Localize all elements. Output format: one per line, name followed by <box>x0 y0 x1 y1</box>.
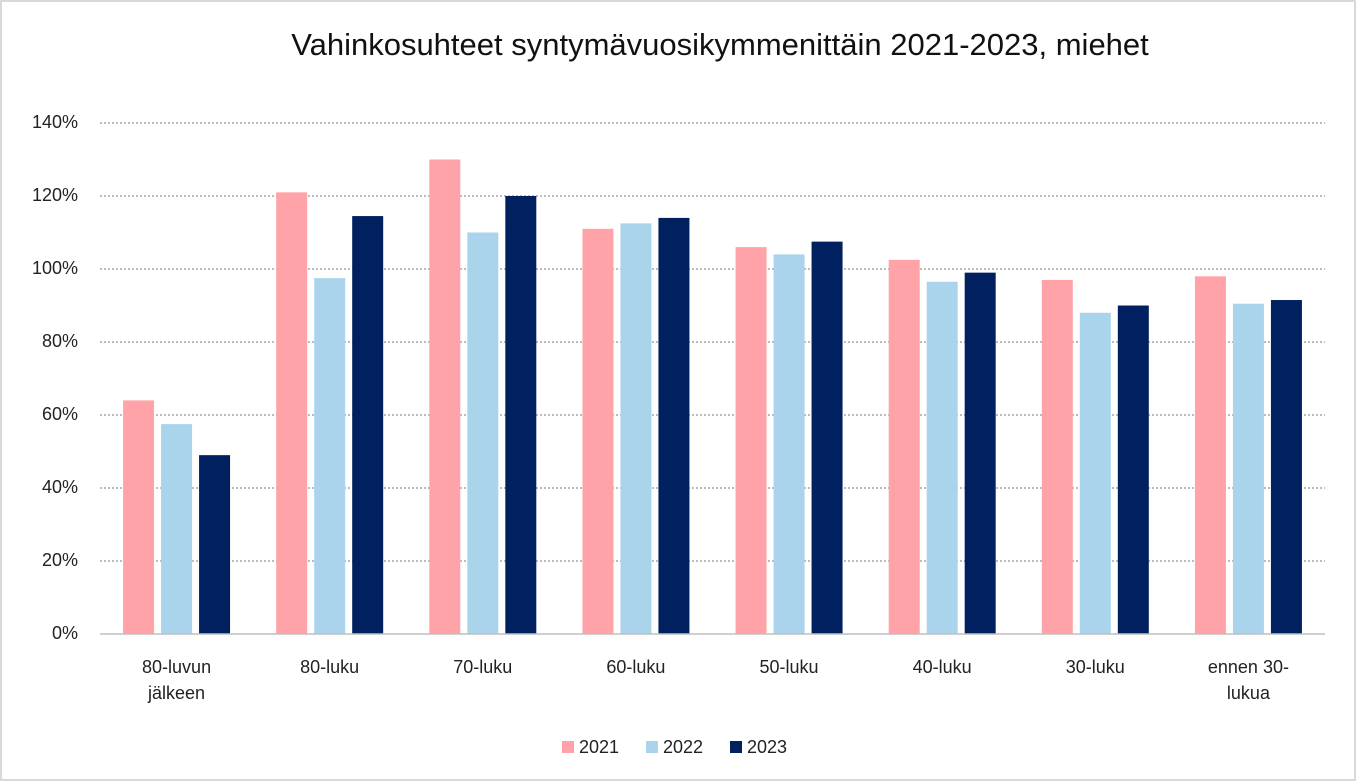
bar <box>620 223 652 634</box>
x-tick-label: 60-luku <box>606 657 666 677</box>
y-tick-label: 40% <box>42 477 78 497</box>
y-tick-label: 80% <box>42 331 78 351</box>
y-tick-label: 100% <box>32 258 78 278</box>
bar <box>1194 276 1226 634</box>
bar <box>199 455 231 634</box>
bar <box>276 192 308 634</box>
x-tick-label: 40-luku <box>912 657 972 677</box>
legend-swatch <box>730 741 742 753</box>
bar <box>1079 312 1111 634</box>
x-tick-label: 30-luku <box>1065 657 1125 677</box>
legend-swatch <box>562 741 574 753</box>
bar <box>811 241 843 634</box>
bar <box>314 278 346 634</box>
bar <box>352 216 384 634</box>
legend-label: 2021 <box>579 737 619 757</box>
bar <box>658 217 690 634</box>
bar <box>161 424 193 634</box>
bar <box>926 281 958 634</box>
x-tick-label: 50-luku <box>759 657 819 677</box>
x-tick-label: 70-luku <box>453 657 513 677</box>
y-tick-label: 0% <box>52 623 78 643</box>
bar <box>123 400 155 634</box>
bar <box>1232 303 1264 634</box>
legend-label: 2023 <box>747 737 787 757</box>
x-tick-label: 80-luku <box>300 657 360 677</box>
bar <box>1270 300 1302 634</box>
bar <box>582 228 614 634</box>
y-tick-label: 20% <box>42 550 78 570</box>
bar <box>964 272 996 634</box>
y-tick-label: 60% <box>42 404 78 424</box>
bar <box>1041 279 1073 634</box>
y-tick-label: 140% <box>32 112 78 132</box>
bar <box>888 259 920 634</box>
x-tick-label: ennen 30-lukua <box>1207 657 1289 703</box>
legend-label: 2022 <box>663 737 703 757</box>
bar <box>467 232 499 634</box>
bar <box>735 247 767 634</box>
legend-swatch <box>646 741 658 753</box>
chart-title: Vahinkosuhteet syntymävuosikymmenittäin … <box>291 27 1149 62</box>
bar <box>1117 305 1149 634</box>
bar <box>773 254 805 634</box>
y-tick-label: 120% <box>32 185 78 205</box>
bar <box>429 159 461 634</box>
x-tick-label: 80-luvun jälkeen <box>142 657 212 703</box>
bar <box>505 196 537 634</box>
